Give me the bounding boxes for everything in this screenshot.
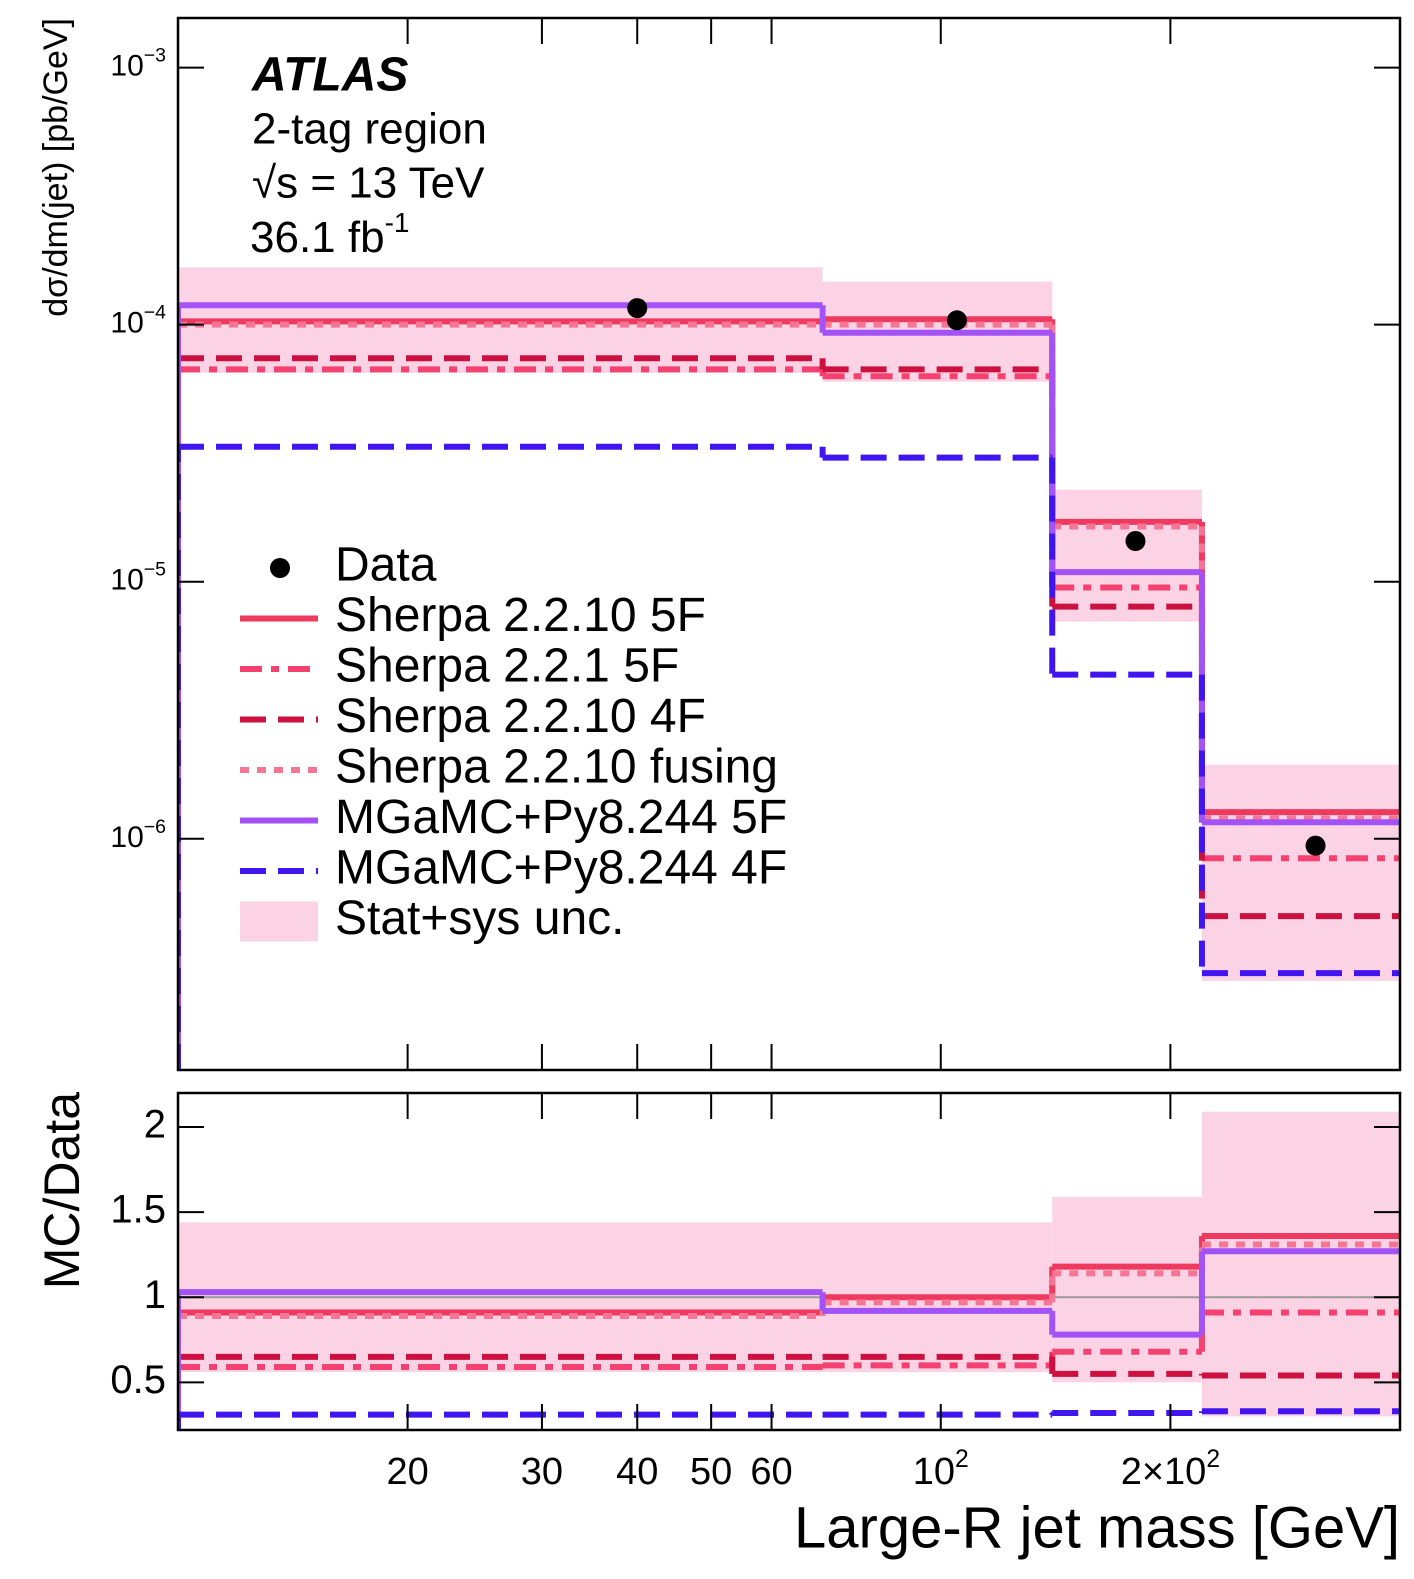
annotation: 36.1 fb-1 [250, 207, 409, 262]
annotation: √s = 13 TeV [252, 159, 485, 208]
uncertainty-band [1052, 489, 1202, 622]
legend-marker [270, 558, 290, 578]
legend-label: Stat+sys unc. [335, 892, 624, 945]
legend-label: MGaMC+Py8.244 5F [335, 791, 787, 844]
y-tick-label: 10−3 [110, 45, 166, 83]
frame [176, 16, 1402, 1072]
plot-area [178, 1111, 1400, 1430]
luminosity: 36.1 fb [250, 213, 385, 262]
y-tick-label: 10−6 [110, 816, 166, 854]
legend-marker [240, 901, 318, 942]
y-axis-label: dσ/dm(jet) [pb/GeV] [37, 18, 75, 317]
x-axis-label: Large-R jet mass [GeV] [794, 1495, 1400, 1560]
y-tick-label: 1.5 [110, 1188, 166, 1232]
data-point [1305, 835, 1326, 856]
legend-label: Data [335, 539, 437, 592]
data-point [627, 298, 648, 319]
x-tick-label: 2×102 [1121, 1446, 1220, 1493]
x-tick-label: 60 [750, 1451, 792, 1493]
experiment-label: ATLAS [251, 49, 408, 102]
x-tick-label: 50 [690, 1451, 732, 1493]
data-point [1125, 531, 1146, 552]
legend-label: MGaMC+Py8.244 4F [335, 842, 787, 895]
y-tick-label: 10−4 [110, 302, 166, 340]
y-tick-label: 0.5 [110, 1358, 166, 1402]
y-tick-label: 2 [144, 1103, 166, 1147]
uncertainty-band [1052, 1196, 1202, 1383]
x-tick-label: 40 [616, 1451, 658, 1493]
x-tick-label: 30 [521, 1451, 563, 1493]
y-axis-label: MC/Data [34, 1092, 90, 1289]
legend-label: Sherpa 2.2.1 5F [335, 640, 679, 693]
data-point [946, 310, 967, 331]
uncertainty-band [1201, 764, 1400, 981]
y-tick-label: 1 [144, 1273, 166, 1317]
x-tick-label: 20 [386, 1451, 428, 1493]
frame [176, 1091, 1402, 1432]
y-tick-label: 10−5 [110, 559, 166, 597]
luminosity-exponent: -1 [385, 207, 410, 238]
legend-label: Sherpa 2.2.10 4F [335, 690, 706, 743]
annotation: 2-tag region [252, 105, 487, 154]
plot-area [178, 267, 1400, 1070]
x-tick-label: 102 [913, 1446, 969, 1493]
uncertainty-band [1201, 1111, 1400, 1417]
legend-label: Sherpa 2.2.10 5F [335, 589, 706, 642]
legend-label: Sherpa 2.2.10 fusing [335, 741, 778, 794]
